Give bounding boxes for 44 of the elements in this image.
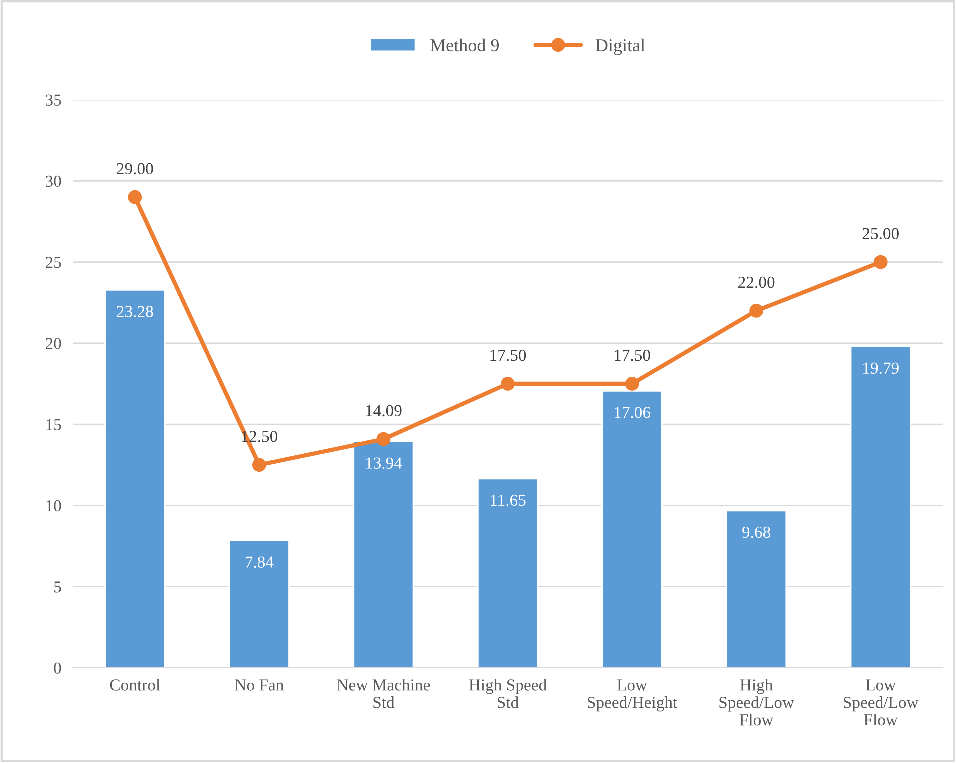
- x-tick-label: High Speed/Low Flow: [720, 679, 794, 726]
- x-tick-label: High Speed Std: [469, 679, 547, 708]
- x-tick-label: Low Speed/Low Flow: [844, 680, 919, 726]
- point: [625, 377, 640, 391]
- data-label: 7.84: [246, 556, 274, 568]
- bar: [850, 346, 912, 668]
- x-tick-label: Control: [110, 679, 160, 691]
- data-label: 11.65: [491, 494, 526, 506]
- y-tick-label: 5: [54, 582, 62, 593]
- x-tick-label: New Machine Std: [337, 679, 430, 708]
- bar: [104, 290, 166, 668]
- data-label: 23.28: [117, 306, 154, 318]
- y-tick-label: 20: [46, 338, 62, 350]
- bar: [477, 478, 539, 668]
- y-tick-label: 15: [46, 419, 62, 431]
- bar: [353, 441, 414, 668]
- point: [750, 304, 764, 318]
- y-tick-label: 10: [46, 500, 62, 512]
- data-label: 22.00: [738, 276, 775, 288]
- bar: [602, 390, 663, 668]
- x-tick-label: No Fan: [235, 680, 284, 691]
- point: [252, 458, 266, 472]
- y-tick-label: 0: [54, 662, 62, 674]
- point: [128, 190, 142, 204]
- y-tick-label: 30: [46, 176, 62, 188]
- legend-label: Method 9: [430, 38, 499, 52]
- y-tick-label: 35: [46, 94, 62, 106]
- y-tick-label: 25: [46, 257, 62, 268]
- point: [874, 255, 888, 270]
- point: [501, 377, 515, 391]
- data-label: 25.00: [862, 228, 899, 240]
- point: [376, 432, 391, 446]
- data-label: 9.68: [742, 526, 771, 538]
- bar: [228, 540, 290, 668]
- bar: [726, 510, 788, 668]
- data-label: 17.50: [615, 350, 650, 362]
- data-label: 13.94: [366, 458, 402, 470]
- legend-label: Digital: [596, 38, 646, 56]
- data-label: 29.00: [117, 163, 154, 175]
- data-label: 19.79: [864, 362, 899, 374]
- data-label: 14.09: [366, 405, 402, 417]
- data-label: 17.50: [490, 350, 526, 362]
- x-tick-label: Low Speed/Height: [588, 680, 678, 712]
- data-label: 17.06: [615, 407, 651, 418]
